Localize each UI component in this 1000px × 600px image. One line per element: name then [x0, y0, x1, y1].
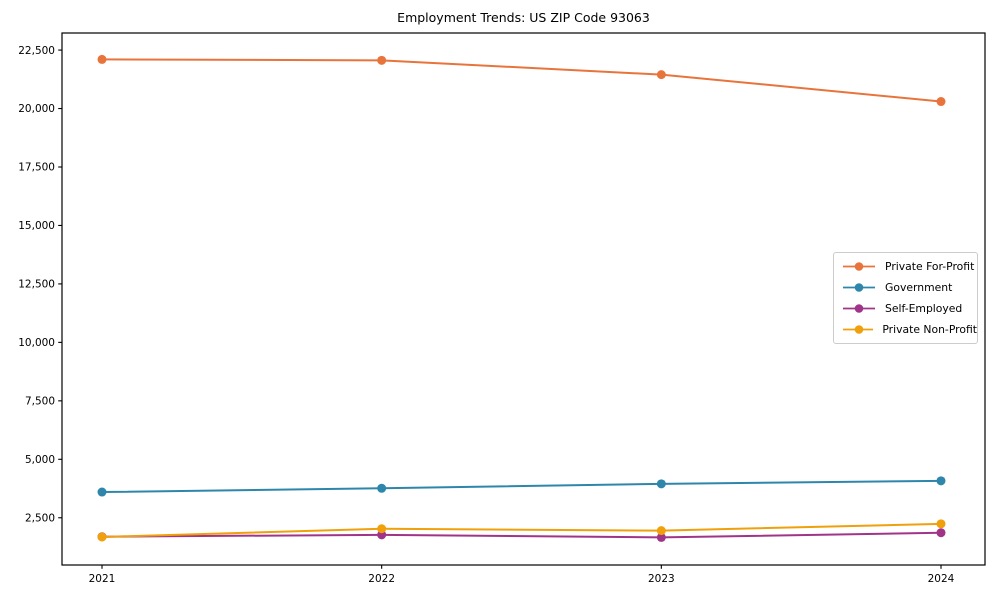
axes-box: [61, 32, 986, 566]
legend-label: Government: [885, 281, 953, 294]
data-point: [936, 528, 946, 538]
series-line-government: [101, 479, 942, 494]
data-point: [936, 97, 946, 107]
data-point: [377, 524, 387, 534]
data-point: [936, 476, 946, 486]
data-point: [97, 487, 107, 497]
y-tick-label: 7,500: [25, 396, 55, 408]
data-point: [377, 55, 387, 65]
legend-item: Private Non-Profit: [842, 319, 977, 340]
series-line-private-non-profit: [101, 522, 942, 538]
y-tick-label: 22,500: [18, 45, 55, 57]
y-tick-label: 12,500: [18, 279, 55, 291]
y-tick-label: 17,500: [18, 162, 55, 174]
legend-marker-icon: [843, 262, 875, 271]
legend-item: Private For-Profit: [842, 256, 977, 277]
chart-title: Employment Trends: US ZIP Code 93063: [397, 10, 650, 25]
y-tick-label: 15,000: [18, 220, 55, 232]
legend-marker-icon: [843, 283, 875, 292]
legend-marker-icon: [843, 304, 875, 313]
legend-item: Self-Employed: [842, 298, 977, 319]
y-tick-label: 20,000: [18, 103, 55, 115]
legend-marker-icon: [843, 325, 874, 334]
data-point: [656, 532, 666, 542]
x-tick-label: 2021: [89, 573, 116, 585]
legend-label: Private For-Profit: [885, 260, 975, 273]
legend-label: Self-Employed: [885, 302, 963, 315]
data-point: [377, 483, 387, 493]
data-point: [656, 70, 666, 80]
data-point: [97, 54, 107, 64]
y-tick-label: 2,500: [25, 512, 55, 524]
x-tick-label: 2022: [368, 573, 395, 585]
x-tick-label: 2023: [648, 573, 675, 585]
data-point: [97, 532, 107, 542]
y-tick-label: 5,000: [25, 454, 55, 466]
legend-item: Government: [842, 277, 977, 298]
data-point: [936, 519, 946, 529]
series-line-private-for-profit: [101, 58, 942, 103]
legend: Private For-Profit Government Self-Employe…: [833, 252, 978, 344]
series-line-self-employed: [101, 531, 942, 539]
data-point: [656, 479, 666, 489]
y-tick-label: 10,000: [18, 337, 55, 349]
data-point: [656, 526, 666, 536]
x-tick-label: 2024: [928, 573, 955, 585]
legend-label: Private Non-Profit: [882, 323, 977, 336]
